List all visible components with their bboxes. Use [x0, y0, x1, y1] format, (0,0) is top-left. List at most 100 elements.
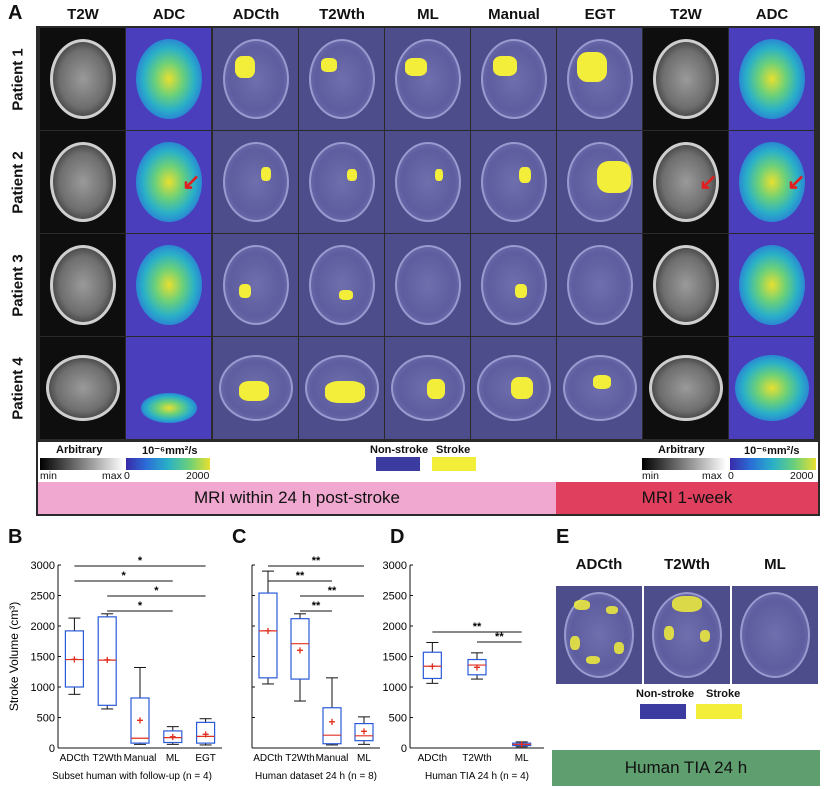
- row-label: Patient 3: [9, 253, 27, 317]
- legend-nonstroke: Non-stroke: [370, 444, 429, 456]
- mri-image-cell: [40, 28, 125, 130]
- significance-label: **: [473, 621, 482, 633]
- row-label: Patient 4: [9, 356, 27, 420]
- mri-image-cell: [385, 131, 470, 233]
- stroke-swatch: [432, 457, 476, 471]
- mri-image-cell: ↙: [729, 131, 814, 233]
- significance-label: **: [312, 555, 321, 567]
- brain-slice: [135, 142, 202, 222]
- box: [163, 730, 183, 744]
- mean-marker: +: [264, 624, 271, 638]
- stroke-lesion: [700, 630, 710, 642]
- stroke-lesion: [321, 58, 337, 72]
- brain-slice: [49, 245, 116, 325]
- stroke-lesion: [511, 377, 533, 399]
- stroke-lesion: [239, 381, 269, 401]
- brain-slice: [734, 355, 809, 421]
- brain-slice: [652, 245, 719, 325]
- x-tick-label: EGT: [195, 753, 216, 764]
- brain-slice: [480, 142, 547, 222]
- x-tick-label: T2Wth: [285, 753, 314, 764]
- column-header: ADC: [755, 6, 789, 23]
- column-header: T2Wth: [319, 6, 365, 23]
- panel-e-column-header: ML: [764, 556, 786, 573]
- y-tick-label: 3000: [383, 560, 407, 572]
- y-tick-label: 1000: [31, 682, 55, 694]
- legend-adc-max-left: 2000: [186, 470, 210, 482]
- stroke-lesion: [339, 290, 353, 300]
- legend-adc-unit-right: 10⁻⁶mm²/s: [744, 445, 800, 457]
- box: [422, 651, 442, 680]
- x-tick-label: Manual: [316, 753, 349, 764]
- brain-slice: [738, 245, 805, 325]
- brain-slice: [49, 39, 116, 119]
- arrow-icon: ↙: [787, 169, 806, 194]
- panel-label-b: B: [8, 526, 23, 548]
- banner-24h-label: MRI within 24 h post-stroke: [194, 488, 400, 507]
- stroke-lesion: [347, 169, 357, 181]
- significance-label: **: [495, 631, 504, 643]
- grayscale-colorbar-right: [642, 458, 726, 470]
- mri-image-cell: [40, 337, 125, 439]
- brain-slice: [308, 245, 375, 325]
- mean-marker: +: [296, 643, 303, 657]
- mri-image-cell: [299, 131, 384, 233]
- mri-image-cell: ↙: [126, 131, 211, 233]
- mri-image-cell: [385, 234, 470, 336]
- panel-e-image-cell: [556, 586, 642, 684]
- brain-slice: [394, 142, 461, 222]
- stroke-lesion: [593, 375, 611, 389]
- mri-image-cell: [40, 131, 125, 233]
- panel-e-image-cell: [644, 586, 730, 684]
- box: [258, 592, 278, 679]
- x-tick-label: ADCth: [253, 753, 282, 764]
- x-tick-label: ADCth: [60, 753, 89, 764]
- mri-image-cell: [213, 234, 298, 336]
- brain-slice: [566, 245, 633, 325]
- panel-label-a: A: [8, 2, 23, 24]
- mri-image-cell: [299, 234, 384, 336]
- stroke-lesion: [597, 161, 631, 193]
- mri-image-cell: [213, 28, 298, 130]
- mean-marker: +: [518, 737, 525, 751]
- y-tick-label: 2000: [383, 621, 407, 633]
- stroke-lesion: [574, 600, 590, 610]
- stroke-lesion: [586, 656, 600, 664]
- brain-slice: [135, 39, 202, 119]
- column-header: EGT: [584, 6, 616, 23]
- legend-max-left: max: [102, 470, 122, 482]
- box: [467, 658, 487, 676]
- y-tick-label: 1000: [383, 682, 407, 694]
- stroke-lesion: [672, 596, 702, 612]
- mri-image-cell: [643, 234, 728, 336]
- mri-image-cell: [729, 234, 814, 336]
- adc-colorbar-right: [730, 458, 816, 470]
- y-tick-label: 500: [389, 713, 407, 725]
- panel-e-banner-label: Human TIA 24 h: [624, 758, 748, 777]
- mri-image-cell: [643, 28, 728, 130]
- significance-label: *: [154, 585, 159, 597]
- mri-image-cell: [299, 337, 384, 439]
- x-tick-label: ADCth: [418, 753, 447, 764]
- stroke-lesion: [261, 167, 271, 181]
- panel-e-stroke-swatch: [696, 704, 742, 719]
- mean-marker: +: [169, 730, 176, 744]
- y-tick-label: 2500: [383, 591, 407, 603]
- stroke-lesion: [614, 642, 624, 654]
- column-header: T2W: [670, 6, 702, 23]
- panel-e-nonstroke-swatch: [640, 704, 686, 719]
- box: [290, 618, 310, 680]
- mean-marker: +: [360, 725, 367, 739]
- mri-image-cell: [299, 28, 384, 130]
- brain-slice: [480, 245, 547, 325]
- significance-label: *: [138, 600, 143, 612]
- y-tick-label: 0: [49, 743, 55, 755]
- brain-slice: [308, 142, 375, 222]
- legend-adc-unit-left: 10⁻⁶mm²/s: [142, 445, 198, 457]
- adc-colorbar-left: [126, 458, 210, 470]
- banner-24h: MRI within 24 h post-stroke: [38, 482, 556, 514]
- grayscale-colorbar-left: [40, 458, 124, 470]
- mean-marker: +: [104, 653, 111, 667]
- stroke-lesion: [515, 284, 527, 298]
- panel-label-e: E: [556, 526, 570, 548]
